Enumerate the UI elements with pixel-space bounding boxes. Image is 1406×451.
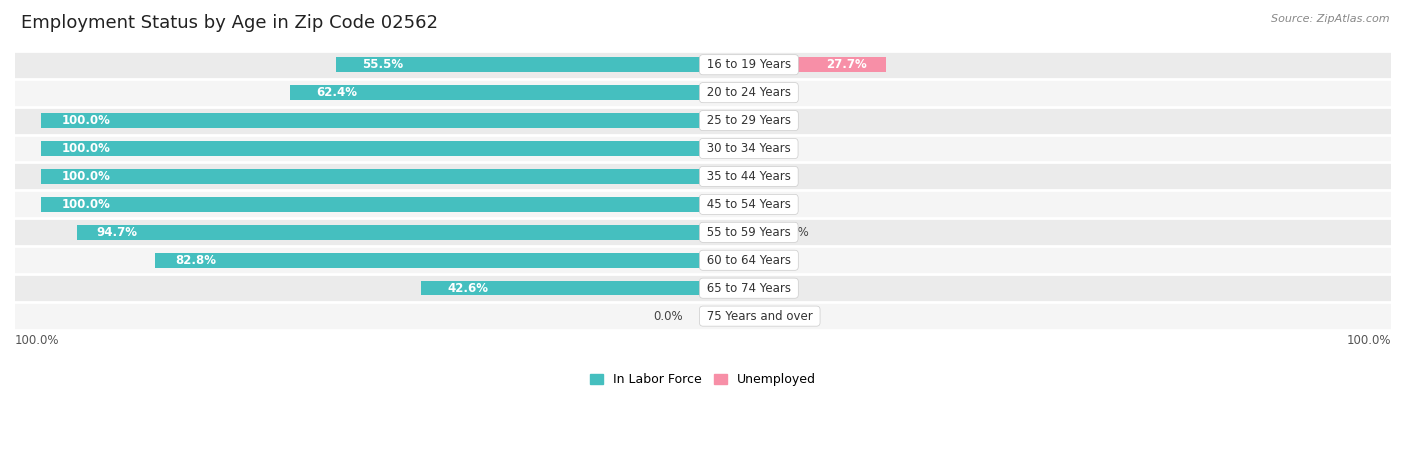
Text: 62.4%: 62.4% <box>316 86 357 99</box>
Text: 100.0%: 100.0% <box>15 334 59 347</box>
Bar <box>0 190 1406 218</box>
Text: 8.6%: 8.6% <box>780 226 810 239</box>
Bar <box>0 302 1406 330</box>
Bar <box>41 169 703 184</box>
Text: 35 to 44 Years: 35 to 44 Years <box>703 170 794 183</box>
Text: 0.0%: 0.0% <box>723 310 752 322</box>
Bar <box>0 246 1406 274</box>
Text: Source: ZipAtlas.com: Source: ZipAtlas.com <box>1271 14 1389 23</box>
Text: 0.0%: 0.0% <box>723 282 752 295</box>
Text: 0.0%: 0.0% <box>723 114 752 127</box>
Bar <box>0 78 1406 106</box>
Bar <box>0 51 1406 78</box>
Text: 82.8%: 82.8% <box>176 254 217 267</box>
Text: 16 to 19 Years: 16 to 19 Years <box>703 58 794 71</box>
Text: 27.7%: 27.7% <box>825 58 866 71</box>
Text: 100.0%: 100.0% <box>62 114 110 127</box>
Text: 0.0%: 0.0% <box>654 310 683 322</box>
Text: 0.0%: 0.0% <box>723 170 752 183</box>
Bar <box>41 113 703 128</box>
Text: 65 to 74 Years: 65 to 74 Years <box>703 282 794 295</box>
Text: 0.0%: 0.0% <box>723 86 752 99</box>
Bar <box>336 57 703 72</box>
Text: 42.6%: 42.6% <box>447 282 489 295</box>
Text: 30 to 34 Years: 30 to 34 Years <box>703 142 794 155</box>
Bar <box>0 106 1406 134</box>
Bar <box>41 141 703 156</box>
Text: 75 Years and over: 75 Years and over <box>703 310 817 322</box>
Bar <box>41 197 703 212</box>
Text: 55.5%: 55.5% <box>363 58 404 71</box>
Text: 55 to 59 Years: 55 to 59 Years <box>703 226 794 239</box>
Legend: In Labor Force, Unemployed: In Labor Force, Unemployed <box>585 368 821 391</box>
Bar <box>703 225 759 239</box>
Bar <box>422 281 703 295</box>
Text: 20 to 24 Years: 20 to 24 Years <box>703 86 794 99</box>
Text: 0.0%: 0.0% <box>723 142 752 155</box>
Bar <box>0 218 1406 246</box>
Bar <box>0 274 1406 302</box>
Bar <box>703 253 733 267</box>
Text: 100.0%: 100.0% <box>62 198 110 211</box>
Text: 4.5%: 4.5% <box>752 254 782 267</box>
Text: 100.0%: 100.0% <box>62 142 110 155</box>
Text: 45 to 54 Years: 45 to 54 Years <box>703 198 794 211</box>
Text: 94.7%: 94.7% <box>97 226 138 239</box>
Text: 100.0%: 100.0% <box>62 170 110 183</box>
Bar <box>0 134 1406 162</box>
Bar <box>703 57 886 72</box>
Bar <box>0 162 1406 190</box>
Bar <box>155 253 703 267</box>
Text: 25 to 29 Years: 25 to 29 Years <box>703 114 794 127</box>
Text: 0.0%: 0.0% <box>723 198 752 211</box>
Text: Employment Status by Age in Zip Code 02562: Employment Status by Age in Zip Code 025… <box>21 14 439 32</box>
Text: 60 to 64 Years: 60 to 64 Years <box>703 254 794 267</box>
Text: 100.0%: 100.0% <box>1347 334 1391 347</box>
Bar <box>76 225 703 239</box>
Bar <box>290 85 703 100</box>
